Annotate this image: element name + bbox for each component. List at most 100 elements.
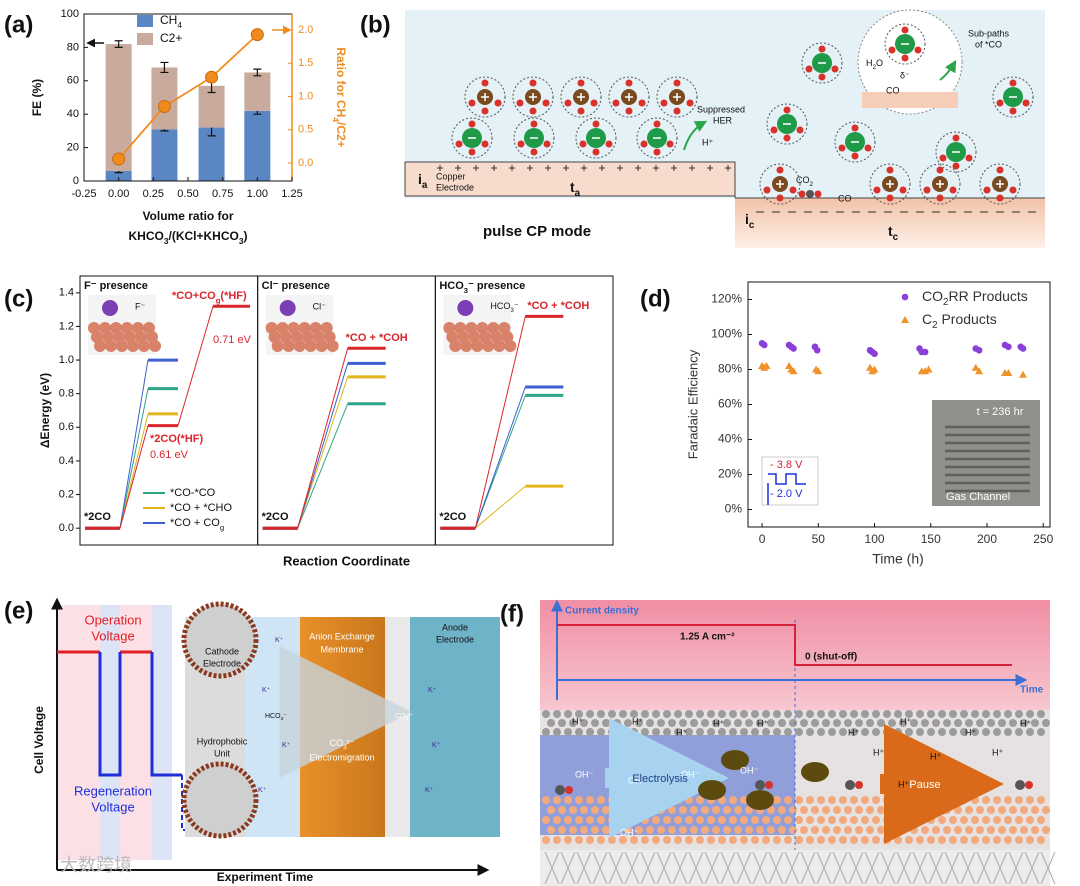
label: Membrane — [320, 644, 363, 654]
hydration-shell — [575, 117, 617, 159]
water — [1009, 79, 1017, 87]
text-part: 2 — [873, 64, 877, 71]
dot — [778, 806, 786, 814]
dot — [839, 710, 847, 718]
catalyst-particle — [181, 761, 259, 839]
dot — [932, 806, 940, 814]
water — [455, 140, 463, 148]
dot — [971, 836, 979, 844]
dot — [965, 719, 973, 727]
text-part: (*HF) — [220, 290, 247, 302]
dot — [712, 806, 720, 814]
label: H⁺ — [873, 747, 884, 757]
dot — [624, 806, 632, 814]
water — [805, 65, 813, 73]
dot — [734, 806, 742, 814]
dot — [553, 728, 561, 736]
dot — [558, 826, 566, 834]
dot — [844, 719, 852, 727]
label: H⁺ — [848, 727, 859, 737]
dot — [982, 796, 990, 804]
dot — [734, 826, 742, 834]
hatch — [880, 851, 896, 885]
inset-text: - 3.8 V — [770, 459, 803, 471]
text-part: Ratio for CH — [334, 47, 348, 117]
point — [975, 346, 983, 354]
water — [579, 140, 587, 148]
dot — [817, 710, 825, 718]
dot — [646, 719, 654, 727]
dot — [817, 816, 825, 824]
water — [564, 99, 572, 107]
dot — [773, 728, 781, 736]
dot — [894, 816, 902, 824]
water — [494, 99, 502, 107]
hydration-shell — [979, 163, 1021, 205]
dot — [663, 836, 671, 844]
dot — [718, 816, 726, 824]
dot — [916, 728, 924, 736]
dot — [608, 796, 616, 804]
error-bar — [160, 61, 169, 74]
dot — [938, 710, 946, 718]
dot — [784, 796, 792, 804]
dot — [833, 826, 841, 834]
dot — [971, 710, 979, 718]
text-part: c — [893, 232, 899, 243]
x-tick-label: 0.25 — [143, 188, 164, 200]
voltage-wave — [767, 473, 806, 505]
label: K⁺ — [258, 787, 267, 794]
dot — [597, 728, 605, 736]
y-tick-label: 0% — [725, 502, 743, 516]
dot — [1009, 719, 1017, 727]
inset-label: F⁻ — [135, 301, 145, 311]
dot — [751, 816, 759, 824]
hydration-shell — [451, 117, 493, 159]
text-part: ²⁻ — [408, 713, 414, 720]
dot — [850, 710, 858, 718]
water — [899, 186, 907, 194]
dot — [806, 816, 814, 824]
catalyst-particle — [181, 601, 259, 679]
water — [996, 194, 1004, 202]
label: K⁺ — [425, 787, 434, 794]
dot — [602, 719, 610, 727]
dot — [811, 719, 819, 727]
dot — [767, 826, 775, 834]
inset-atom — [504, 340, 517, 352]
label: H⁺ — [713, 718, 724, 728]
dot — [597, 836, 605, 844]
y-tick-label: 100 — [61, 8, 79, 20]
dot — [745, 826, 753, 834]
hatch — [1040, 851, 1056, 885]
dot — [630, 796, 638, 804]
dot — [586, 710, 594, 718]
dot — [883, 836, 891, 844]
label: Suppressed — [697, 104, 745, 114]
dot — [1031, 826, 1039, 834]
dot — [905, 816, 913, 824]
dot — [745, 719, 753, 727]
hatch — [784, 851, 800, 885]
dot — [630, 728, 638, 736]
operation-band — [120, 605, 152, 860]
water — [590, 99, 598, 107]
dot — [773, 710, 781, 718]
dot — [971, 796, 979, 804]
y-tick-label: 1.2 — [59, 320, 74, 332]
dot — [569, 719, 577, 727]
point — [1019, 370, 1028, 378]
y2-tick-label: 2.0 — [298, 24, 313, 36]
text-part: c — [749, 220, 755, 231]
dot — [701, 719, 709, 727]
point — [901, 293, 909, 301]
dot — [1009, 826, 1017, 834]
dot — [811, 826, 819, 834]
dot — [712, 826, 720, 834]
label: Anode — [442, 622, 468, 632]
water — [770, 126, 778, 134]
dot — [685, 710, 693, 718]
point — [1019, 345, 1027, 352]
dot — [652, 710, 660, 718]
water — [481, 140, 489, 148]
